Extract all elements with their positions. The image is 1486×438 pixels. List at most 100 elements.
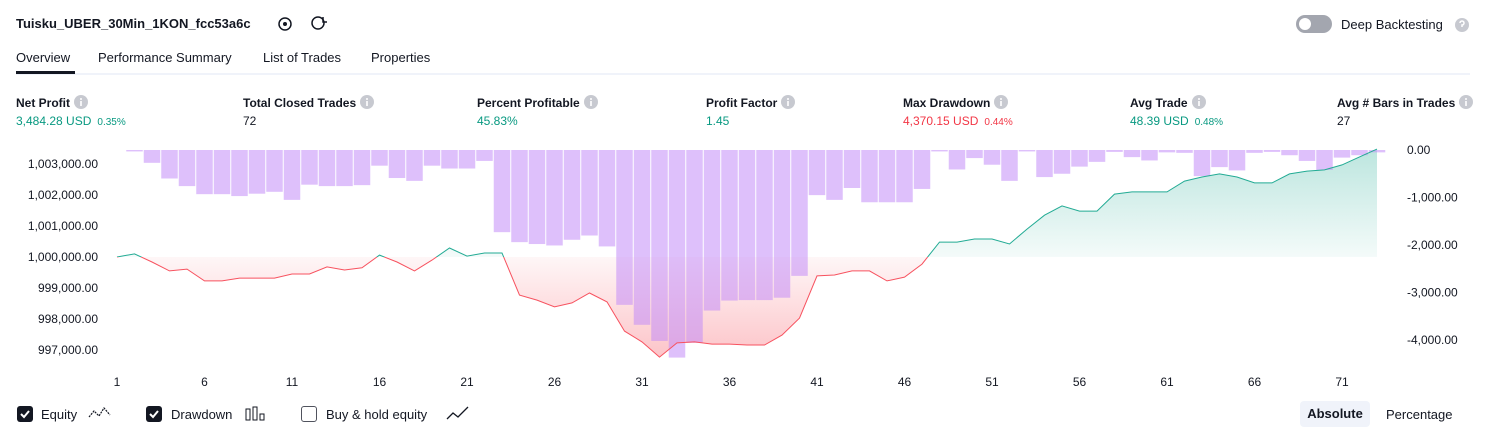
y-tick-label: 1,001,000.00 [28,219,98,233]
drawdown-bar [1316,150,1333,170]
drawdown-bar [178,150,196,187]
drawdown-icon [245,406,265,421]
info-icon[interactable] [994,95,1009,109]
info-icon[interactable] [583,95,598,109]
metric-value: 45.83% [477,114,518,128]
drawdown-bar [983,150,1001,165]
y-tick-label: 998,000.00 [38,312,98,326]
x-tick-label: 11 [286,375,299,389]
drawdown-bar [1351,150,1368,156]
drawdown-bar [388,150,406,179]
metric-value: 48.39 USD 0.48% [1130,114,1224,128]
equity-area-up [117,149,1377,257]
info-icon[interactable] [1191,95,1206,109]
drawdown-bar [1053,150,1071,174]
drawdown-bar [826,150,843,200]
mode-absolute[interactable]: Absolute [1300,401,1370,427]
drawdown-bar [616,150,633,305]
x-tick-label: 56 [1073,375,1087,389]
drawdown-bar [563,150,581,240]
drawdown-bar [1176,150,1193,153]
drawdown-bar [231,150,248,197]
metric-value: 4,370.15 USD 0.44% [903,114,1013,128]
drawdown-bar [546,150,563,246]
drawdown-bar [878,150,896,203]
info-icon[interactable] [74,95,88,109]
drawdown-bar [808,150,826,196]
metric-label: Max Drawdown [903,95,1009,110]
y2-tick-label: -3,000.00 [1407,286,1458,300]
drawdown-bar [1071,150,1088,167]
info-icon[interactable] [781,95,796,109]
checkbox-buy-hold[interactable] [301,406,317,422]
drawdown-bar [1158,150,1176,153]
metric-percent: 0.44% [984,117,1013,128]
drawdown-bar [336,150,353,187]
drawdown-bar [1193,150,1211,177]
drawdown-bar [476,150,493,161]
drawdown-bar [248,150,266,194]
x-tick-label: 71 [1335,375,1349,389]
y-tick-label: 1,002,000.00 [28,188,98,202]
drawdown-bar [143,150,161,163]
drawdown-bar [966,150,983,159]
x-tick-label: 16 [373,375,387,389]
metric-label: Percent Profitable [477,95,598,110]
drawdown-bar [703,150,721,311]
help-icon[interactable] [1454,17,1470,33]
tab[interactable]: Properties [371,50,431,65]
y-tick-label: 999,000.00 [38,281,98,295]
info-icon[interactable] [1459,95,1474,109]
drawdown-bar [948,150,966,170]
deep-backtesting-label: Deep Backtesting [1341,17,1443,32]
x-tick-label: 31 [635,375,649,389]
metric-label: Avg # Bars in Trades [1337,95,1474,110]
mode-percentage[interactable]: Percentage [1386,407,1453,422]
drawdown-bar [371,150,388,166]
drawdown-bar [458,150,476,169]
drawdown-bar [598,150,616,247]
drawdown-bar [931,150,948,152]
legend-buy-hold: Buy & hold equity [326,407,428,422]
drawdown-bar [1298,150,1316,161]
metric-percent: 0.48% [1194,117,1224,128]
replay-icon[interactable] [310,14,328,32]
x-tick-label: 6 [201,375,208,389]
tab-indicator [16,71,75,74]
checkbox-equity[interactable] [17,406,33,422]
settings-icon[interactable] [276,15,294,33]
x-tick-label: 61 [1160,375,1174,389]
drawdown-bar [1106,150,1123,152]
drawdown-bar [738,150,756,301]
x-tick-label: 51 [985,375,999,389]
drawdown-bar [283,150,301,200]
drawdown-bar [668,150,686,358]
drawdown-bar [1368,150,1386,153]
drawdown-bar [213,150,231,195]
drawdown-bar [721,150,738,301]
drawdown-bar [1036,150,1053,178]
tab[interactable]: Overview [16,50,71,65]
x-tick-label: 66 [1248,375,1262,389]
legend-drawdown: Drawdown [171,407,233,422]
drawdown-bar [528,150,546,245]
tab[interactable]: Performance Summary [98,50,232,65]
metric-value: 27 [1337,114,1351,128]
drawdown-bar [126,150,143,152]
x-tick-label: 36 [723,375,737,389]
checkbox-drawdown[interactable] [146,406,162,422]
y2-tick-label: -1,000.00 [1407,191,1458,205]
info-icon[interactable] [360,95,375,109]
drawdown-bar [1141,150,1158,161]
x-tick-label: 21 [460,375,474,389]
drawdown-bar [791,150,808,276]
tab[interactable]: List of Trades [263,50,342,65]
drawdown-bar [406,150,423,181]
drawdown-bar [843,150,861,189]
toggle[interactable] [1296,15,1332,33]
equity-line-down [116,256,929,358]
drawdown-bar [896,150,913,203]
drawdown-bar [1246,150,1263,153]
